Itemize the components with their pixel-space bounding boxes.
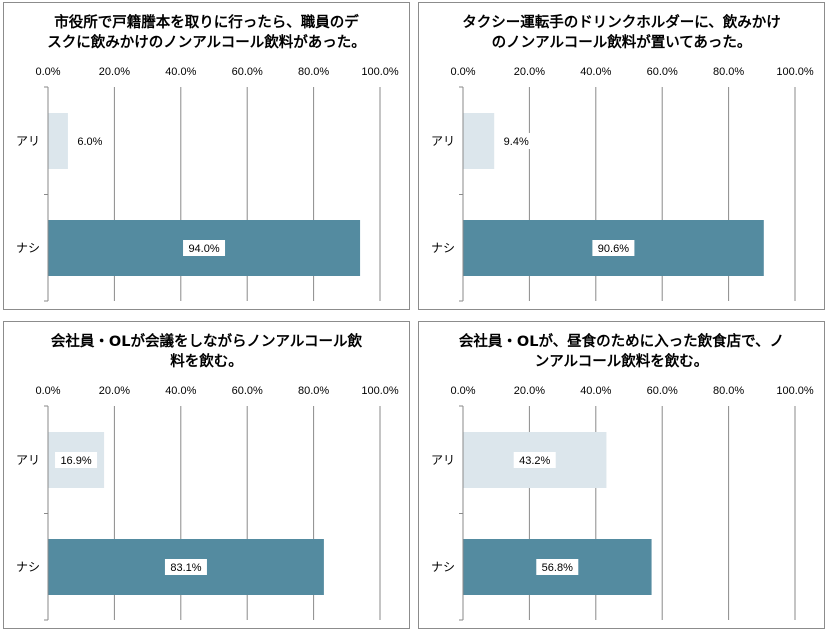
data-label-box <box>536 559 579 575</box>
data-label: 56.8% <box>542 562 573 574</box>
tick-label: 80.0% <box>713 66 744 78</box>
bar <box>463 113 495 169</box>
tick-label: 100.0% <box>776 66 814 78</box>
chart-title-line: スクに飲みかけのノンアルコール飲料があった。 <box>47 35 366 51</box>
data-label: 83.1% <box>170 562 201 574</box>
tick-label: 60.0% <box>647 66 678 78</box>
tick-label: 40.0% <box>165 66 196 78</box>
data-label-box <box>183 240 226 256</box>
chart-panel-2: タクシー運転手のドリンクホルダーに、飲みかけ のノンアルコール飲料が置いてあった… <box>418 2 825 310</box>
chart-title-line: 市役所で戸籍謄本を取りに行ったら、職員のデ <box>54 15 359 31</box>
data-label-box <box>55 452 98 468</box>
chart-panel-4: 会社員・OLが、昼食のために入った飲食店で、ノ ンアルコール飲料を飲む。 0.0… <box>418 321 825 629</box>
tick-label: 80.0% <box>298 66 329 78</box>
chart-panel-1: 市役所で戸籍謄本を取りに行ったら、職員のデ スクに飲みかけのノンアルコール飲料が… <box>3 2 410 310</box>
bar <box>48 113 68 169</box>
bar-chart-plot: 0.0% 20.0% 40.0% 60.0% 80.0% 100.0% アリ 6.0% ナシ 94… <box>16 66 399 302</box>
bar-chart-plot: 0.0% 20.0% 40.0% 60.0% 80.0% 100.0% アリ 43.2% ナシ 5… <box>431 385 814 621</box>
tick-label: 0.0% <box>450 66 475 78</box>
data-label: 16.9% <box>60 455 91 467</box>
tick-label: 20.0% <box>99 385 130 397</box>
tick-label: 100.0% <box>361 385 399 397</box>
bar-chart-plot: 0.0% 20.0% 40.0% 60.0% 80.0% 100.0% アリ 9.4% ナシ 90… <box>431 66 814 302</box>
data-label-box <box>164 559 207 575</box>
tick-label: 60.0% <box>232 66 263 78</box>
tick-label: 100.0% <box>361 66 399 78</box>
tick-label: 80.0% <box>713 385 744 397</box>
category-label: アリ <box>431 134 455 148</box>
tick-label: 60.0% <box>647 385 678 397</box>
tick-label: 100.0% <box>776 385 814 397</box>
chart-title-line: 会社員・OLが会議をしながらノンアルコール飲 <box>50 334 363 350</box>
tick-label: 40.0% <box>580 66 611 78</box>
tick-label: 20.0% <box>514 385 545 397</box>
tick-label: 0.0% <box>35 385 60 397</box>
chart-title: タクシー運転手のドリンクホルダーに、飲みかけ のノンアルコール飲料が置いてあった… <box>431 13 812 53</box>
chart-title-line: のノンアルコール飲料が置いてあった。 <box>491 35 752 51</box>
data-label-box <box>68 133 111 149</box>
tick-label: 40.0% <box>580 385 611 397</box>
data-label: 6.0% <box>77 136 102 148</box>
chart-title-line: ンアルコール飲料を飲む。 <box>534 354 709 370</box>
tick-label: 60.0% <box>232 385 263 397</box>
data-label: 94.0% <box>188 243 219 255</box>
category-label: ナシ <box>431 241 455 255</box>
tick-label: 40.0% <box>165 385 196 397</box>
data-label: 90.6% <box>598 243 629 255</box>
data-label: 9.4% <box>504 136 529 148</box>
chart-title-line: タクシー運転手のドリンクホルダーに、飲みかけ <box>462 15 781 31</box>
tick-label: 0.0% <box>35 66 60 78</box>
data-label-box <box>513 452 556 468</box>
tick-label: 20.0% <box>99 66 130 78</box>
data-label-box <box>495 133 538 149</box>
category-label: アリ <box>16 453 40 467</box>
category-label: ナシ <box>16 560 40 574</box>
category-label: ナシ <box>16 241 40 255</box>
tick-label: 0.0% <box>450 385 475 397</box>
chart-panel-3: 会社員・OLが会議をしながらノンアルコール飲 料を飲む。 0.0% 20.0% 40… <box>3 321 410 629</box>
chart-title: 会社員・OLが、昼食のために入った飲食店で、ノ ンアルコール飲料を飲む。 <box>431 332 812 372</box>
category-label: アリ <box>431 453 455 467</box>
chart-title: 会社員・OLが会議をしながらノンアルコール飲 料を飲む。 <box>16 332 397 372</box>
tick-label: 80.0% <box>298 385 329 397</box>
tick-label: 20.0% <box>514 66 545 78</box>
bar-chart-plot: 0.0% 20.0% 40.0% 60.0% 80.0% 100.0% アリ 16.9% ナシ 8… <box>16 385 399 621</box>
chart-title: 市役所で戸籍謄本を取りに行ったら、職員のデ スクに飲みかけのノンアルコール飲料が… <box>16 13 397 53</box>
category-label: ナシ <box>431 560 455 574</box>
data-label: 43.2% <box>519 455 550 467</box>
category-label: アリ <box>16 134 40 148</box>
chart-title-line: 会社員・OLが、昼食のために入った飲食店で、ノ <box>458 334 785 350</box>
data-label-box <box>592 240 635 256</box>
chart-title-line: 料を飲む。 <box>170 354 243 370</box>
